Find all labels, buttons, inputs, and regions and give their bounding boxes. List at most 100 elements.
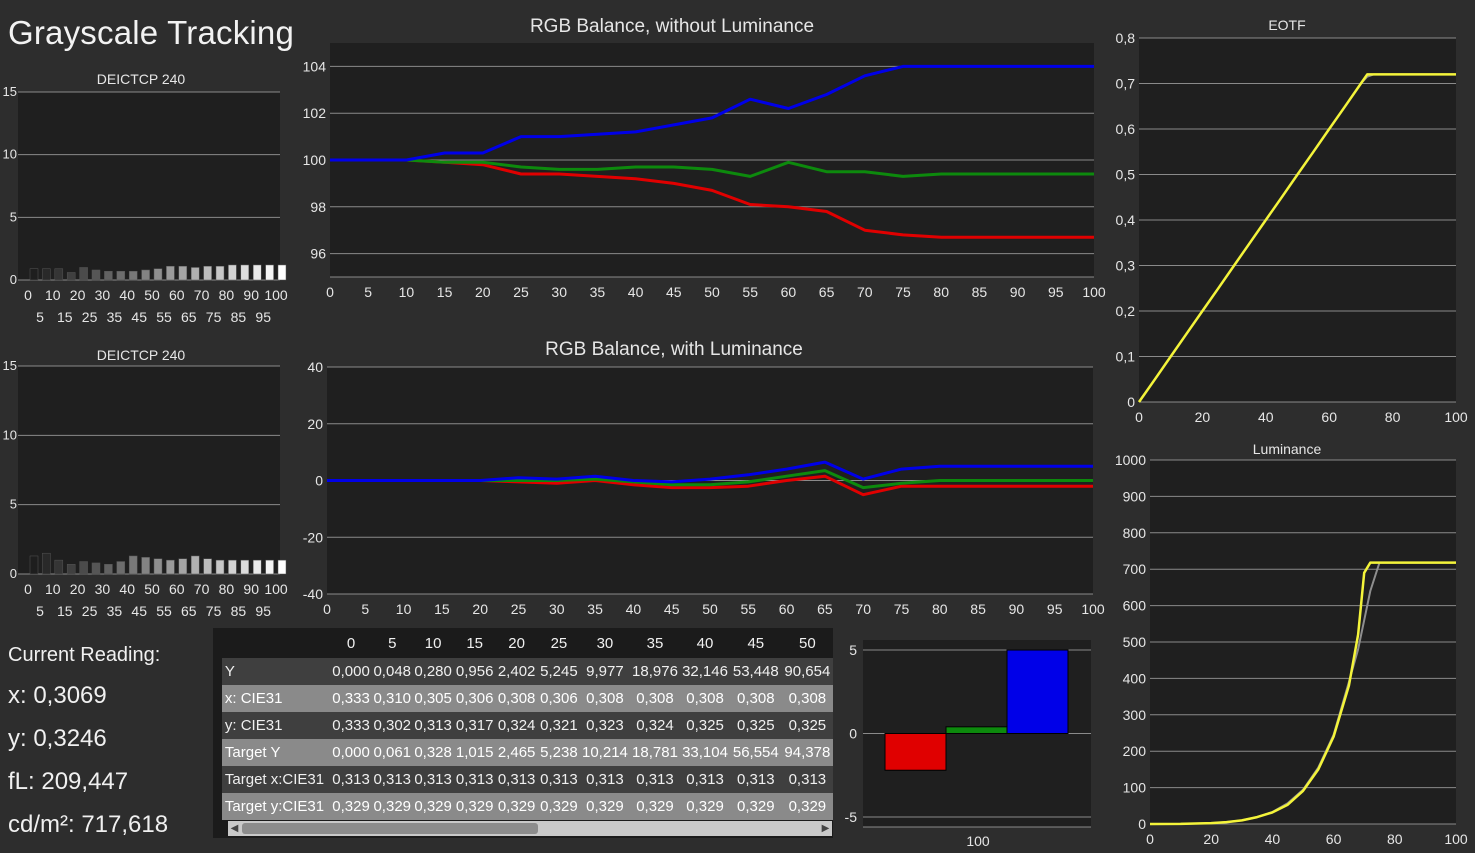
y-tick-label: 500 <box>1123 634 1147 650</box>
scroll-right-icon[interactable]: ▶ <box>821 823 830 834</box>
x-tick-label: 10 <box>45 581 61 597</box>
reading-y: y: 0,3246 <box>8 725 107 752</box>
column-header[interactable]: 50 <box>781 628 833 658</box>
y-tick-label: 0 <box>315 473 323 489</box>
table-cell: 0,329 <box>495 793 538 820</box>
x-tick-label: 80 <box>1385 409 1401 425</box>
table-cell: 0,329 <box>729 793 782 820</box>
x-tick-label: 70 <box>194 287 210 303</box>
column-header[interactable]: 5 <box>372 628 413 658</box>
table-cell: 0,313 <box>412 712 454 739</box>
x-tick-label: 50 <box>144 287 160 303</box>
plot-area <box>18 92 280 280</box>
current-reading-heading: Current Reading: <box>8 644 161 666</box>
x-tick-label: 65 <box>817 601 833 617</box>
page-title: Grayscale Tracking <box>8 14 295 51</box>
table-row[interactable]: Target Y 0,000 0,061 0,328 1,015 2,465 5,238 10… <box>213 739 833 766</box>
y-tick-label: 100 <box>1123 780 1147 796</box>
table-cell: 0,324 <box>629 712 681 739</box>
column-header[interactable]: 45 <box>729 628 782 658</box>
y-tick-label: 300 <box>1123 707 1147 723</box>
row-gutter <box>213 793 222 820</box>
table-row[interactable]: Target x:CIE31 0,313 0,313 0,313 0,313 0,313 0… <box>213 766 833 793</box>
column-header[interactable]: 20 <box>495 628 538 658</box>
x-tick-label: 5 <box>364 284 372 300</box>
y-tick-label: 900 <box>1123 488 1147 504</box>
y-tick-label: 0 <box>10 566 17 581</box>
y-tick-label: -20 <box>303 529 323 545</box>
bar <box>153 558 163 575</box>
x-tick-label: 80 <box>932 601 948 617</box>
x-tick-label: 100 <box>1081 601 1105 617</box>
x-tick-label: 100 <box>264 581 288 597</box>
x-tick-label: 35 <box>107 603 123 619</box>
x-tick-label: 55 <box>741 601 757 617</box>
y-tick-label: 700 <box>1123 561 1147 577</box>
reading-x: x: 0,3069 <box>8 682 107 709</box>
readings-table: 0 5 10 15 20 25 30 35 40 45 50 Y 0,000 0,048 0,280 0,9… <box>213 628 833 820</box>
table-cell: 0,333 <box>329 712 373 739</box>
bar <box>141 557 150 575</box>
x-tick-label: 5 <box>36 309 44 325</box>
column-header[interactable]: 0 <box>329 628 373 658</box>
x-tick-label: 20 <box>475 284 491 300</box>
series-line-yellow <box>1149 561 1456 826</box>
bar <box>190 267 200 281</box>
column-header[interactable]: 25 <box>537 628 581 658</box>
table-row[interactable]: x: CIE31 0,333 0,310 0,305 0,306 0,308 0,306 0,… <box>213 685 833 712</box>
bar <box>104 564 113 575</box>
bar <box>42 552 51 575</box>
bar <box>54 559 64 575</box>
table-cell: 0,333 <box>329 685 373 712</box>
y-tick-label: 0,7 <box>1116 76 1136 92</box>
table-row[interactable]: Target y:CIE31 0,329 0,329 0,329 0,329 0,329 0… <box>213 793 833 820</box>
table-horizontal-scrollbar[interactable]: ◀ ▶ <box>228 821 832 836</box>
x-tick-label: 25 <box>513 284 529 300</box>
scrollbar-thumb[interactable] <box>242 823 538 834</box>
y-tick-label: 96 <box>310 246 326 262</box>
table-row[interactable]: Y 0,000 0,048 0,280 0,956 2,402 5,245 9,977 18,9… <box>213 658 833 685</box>
plot-area <box>18 366 280 574</box>
bar <box>190 555 200 575</box>
x-tick-label: 55 <box>156 603 172 619</box>
bar <box>29 268 39 281</box>
x-tick-label: 30 <box>95 287 111 303</box>
x-tick-label: 95 <box>255 309 271 325</box>
table-cell: 0,308 <box>729 685 782 712</box>
table-row[interactable]: y: CIE31 0,333 0,302 0,313 0,317 0,324 0,321 0,… <box>213 712 833 739</box>
y-tick-label: 0 <box>10 272 17 287</box>
column-header[interactable] <box>221 628 330 658</box>
column-header[interactable]: 10 <box>412 628 454 658</box>
y-tick-label: 400 <box>1123 670 1147 686</box>
x-tick-label: 75 <box>206 309 222 325</box>
table-cell: 0,310 <box>372 685 413 712</box>
x-tick-label: 80 <box>933 284 949 300</box>
x-tick-label: 60 <box>169 287 185 303</box>
bar <box>178 265 188 281</box>
x-tick-label: 90 <box>1009 601 1025 617</box>
eotf-chart: EOTF 0 0,1 0,2 0,3 0,4 0,5 0,6 0,7 0,8 0 20 40 60 80 1… <box>1116 17 1468 425</box>
column-header[interactable]: 30 <box>580 628 630 658</box>
column-header[interactable]: 35 <box>629 628 681 658</box>
x-tick-label: 30 <box>551 284 567 300</box>
chart-title: RGB Balance, without Luminance <box>530 16 814 37</box>
scroll-left-icon[interactable]: ◀ <box>230 823 239 834</box>
y-tick-label: 0 <box>849 726 857 742</box>
bar <box>91 562 101 575</box>
column-header[interactable]: 15 <box>453 628 496 658</box>
bar <box>228 264 237 281</box>
table-cell: 33,104 <box>680 739 730 766</box>
bar <box>252 559 262 575</box>
bar <box>166 559 175 575</box>
x-tick-label: 70 <box>857 284 873 300</box>
x-tick-label: 80 <box>219 581 235 597</box>
y-tick-label: 0,1 <box>1116 349 1136 365</box>
table-cell: 18,781 <box>629 739 681 766</box>
x-tick-label: 65 <box>181 309 197 325</box>
x-tick-label: 45 <box>664 601 680 617</box>
column-header[interactable]: 40 <box>680 628 730 658</box>
table-cell: 0,313 <box>495 766 538 793</box>
x-tick-label: 95 <box>1047 601 1063 617</box>
bar <box>128 555 138 575</box>
